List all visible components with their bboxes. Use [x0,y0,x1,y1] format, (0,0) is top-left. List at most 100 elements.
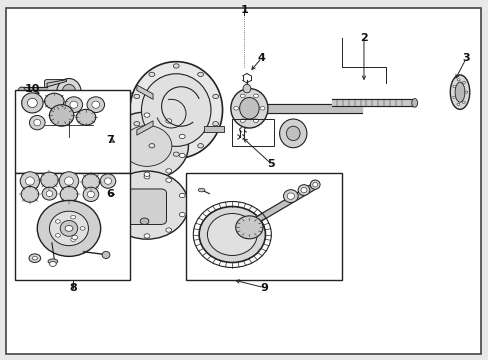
Ellipse shape [100,174,116,188]
Circle shape [71,215,76,219]
Ellipse shape [49,211,88,246]
Circle shape [456,79,459,81]
Ellipse shape [87,191,94,198]
Circle shape [452,85,455,87]
Ellipse shape [64,177,73,185]
Ellipse shape [41,172,58,188]
Circle shape [149,72,155,77]
Text: 6: 6 [106,189,114,199]
Circle shape [122,228,128,232]
Circle shape [212,94,218,99]
Circle shape [462,81,465,84]
Circle shape [55,234,60,237]
Text: 5: 5 [267,159,275,169]
Ellipse shape [46,191,53,197]
Circle shape [165,169,171,173]
Circle shape [109,212,114,217]
Circle shape [179,134,185,139]
Ellipse shape [301,187,306,193]
Circle shape [253,94,258,98]
Circle shape [461,101,464,103]
Bar [185,173,341,280]
Ellipse shape [312,182,317,187]
Circle shape [134,94,140,99]
Ellipse shape [454,82,464,102]
Ellipse shape [198,188,204,192]
Ellipse shape [286,126,300,140]
Ellipse shape [235,216,263,239]
Circle shape [55,220,60,223]
Ellipse shape [286,193,294,199]
Ellipse shape [62,84,76,100]
Ellipse shape [239,98,259,119]
Circle shape [49,261,56,266]
Circle shape [240,94,244,98]
Bar [15,173,130,280]
Polygon shape [137,85,153,99]
Ellipse shape [59,172,79,190]
Ellipse shape [92,101,100,108]
Ellipse shape [29,116,45,130]
Circle shape [179,193,185,198]
Circle shape [149,144,155,148]
Circle shape [32,256,37,260]
Ellipse shape [18,87,25,97]
Circle shape [80,226,85,230]
Ellipse shape [199,207,265,262]
Ellipse shape [34,120,41,126]
Ellipse shape [130,62,222,158]
Ellipse shape [49,105,74,126]
Circle shape [109,153,114,158]
Ellipse shape [449,75,469,109]
Circle shape [179,212,185,217]
Polygon shape [47,103,66,107]
Ellipse shape [21,186,39,202]
Circle shape [464,91,467,93]
Text: 4: 4 [257,53,265,63]
Ellipse shape [60,221,78,236]
Circle shape [165,119,171,123]
Circle shape [122,169,128,173]
Ellipse shape [25,177,34,185]
Ellipse shape [298,185,309,195]
Ellipse shape [207,213,257,256]
Circle shape [134,122,140,126]
Ellipse shape [37,201,101,256]
Bar [15,90,130,173]
Ellipse shape [20,172,40,190]
Polygon shape [47,80,66,87]
Circle shape [140,218,149,225]
Circle shape [197,144,203,148]
Circle shape [179,153,185,158]
Ellipse shape [104,178,111,184]
Ellipse shape [105,171,188,239]
Ellipse shape [21,93,43,113]
Text: 3: 3 [462,53,469,63]
Circle shape [212,122,218,126]
Ellipse shape [310,180,320,189]
Circle shape [452,96,455,98]
Circle shape [109,193,114,198]
Circle shape [144,172,150,176]
Ellipse shape [42,187,57,200]
Ellipse shape [65,97,82,113]
Text: 10: 10 [25,84,40,94]
Text: 2: 2 [359,33,367,43]
Ellipse shape [57,78,81,106]
Ellipse shape [283,190,298,203]
Ellipse shape [279,119,306,148]
Ellipse shape [82,174,100,190]
Circle shape [65,226,73,231]
Text: 8: 8 [69,283,77,293]
Ellipse shape [230,89,267,128]
Polygon shape [137,121,153,135]
Circle shape [72,235,78,239]
Circle shape [144,175,150,179]
Ellipse shape [243,84,250,93]
Ellipse shape [102,251,110,258]
Polygon shape [203,126,223,132]
Circle shape [233,107,238,110]
Text: 1: 1 [240,5,248,15]
Ellipse shape [122,126,171,166]
Circle shape [122,178,128,182]
